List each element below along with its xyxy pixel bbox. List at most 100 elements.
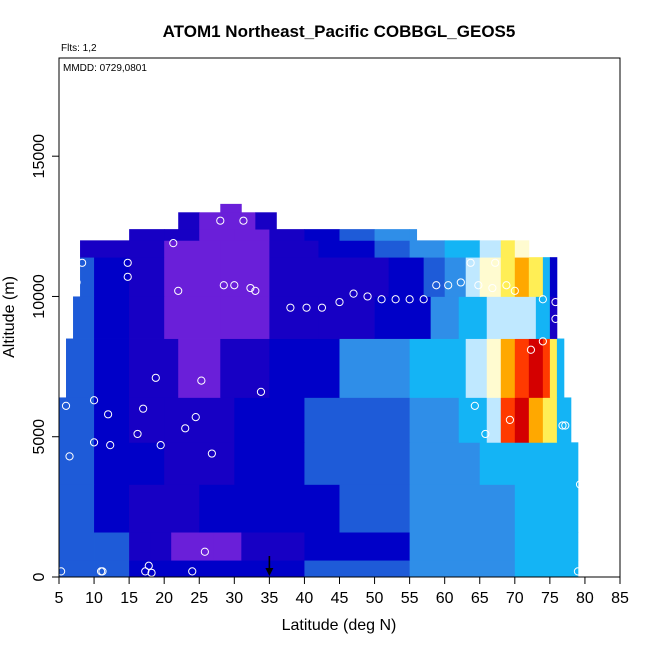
heatmap-cell bbox=[59, 484, 95, 533]
heatmap-cell bbox=[304, 229, 340, 241]
heatmap-cell bbox=[465, 338, 488, 398]
flight-point bbox=[551, 297, 560, 307]
flight-point bbox=[123, 258, 132, 267]
y-axis-label: Altitude (m) bbox=[1, 276, 18, 358]
x-tick-label: 10 bbox=[85, 590, 103, 607]
x-tick-label: 80 bbox=[576, 590, 594, 607]
heatmap-cell bbox=[339, 484, 411, 533]
flight-point bbox=[169, 239, 178, 248]
heatmap-cell bbox=[486, 397, 502, 443]
heatmap-cell bbox=[234, 229, 270, 241]
flight-point bbox=[317, 303, 327, 312]
flight-point bbox=[139, 404, 148, 413]
flight-point bbox=[286, 303, 295, 312]
flight-point bbox=[106, 441, 115, 450]
flight-point bbox=[200, 547, 209, 556]
flight-point bbox=[61, 401, 71, 410]
heatmap-cell bbox=[241, 532, 305, 561]
flight-point bbox=[251, 286, 260, 295]
heatmap-cell bbox=[150, 532, 172, 561]
heatmap-cell bbox=[528, 397, 544, 443]
heatmap-cell bbox=[409, 240, 446, 258]
flight-point bbox=[197, 376, 206, 385]
heatmap-cells bbox=[59, 203, 579, 578]
heatmap-cell bbox=[94, 338, 130, 398]
heatmap-cell bbox=[220, 296, 270, 339]
heatmap-cell bbox=[528, 257, 544, 297]
x-tick-label: 70 bbox=[506, 590, 524, 607]
heatmap-cell bbox=[388, 257, 425, 297]
flight-point bbox=[151, 373, 160, 382]
x-tick-label: 15 bbox=[120, 590, 138, 607]
heatmap-cell bbox=[94, 484, 130, 533]
heatmap-cell bbox=[178, 338, 221, 398]
heatmap-cell bbox=[374, 296, 432, 339]
heatmap-cell bbox=[444, 240, 481, 258]
heatmap-cell bbox=[73, 296, 95, 339]
x-tick-label: 30 bbox=[225, 590, 243, 607]
flight-point bbox=[573, 567, 583, 576]
flight-point bbox=[363, 292, 372, 301]
heatmap-cell bbox=[318, 296, 375, 339]
x-tick-label: 20 bbox=[155, 590, 173, 607]
heatmap-cell bbox=[556, 397, 572, 443]
heatmap-cell bbox=[129, 484, 200, 533]
flight-point bbox=[230, 281, 239, 290]
heatmap-cell bbox=[164, 442, 235, 485]
heatmap-cell bbox=[479, 240, 502, 258]
heatmap-cell bbox=[549, 296, 558, 339]
flight-point bbox=[432, 281, 441, 290]
heatmap-cell bbox=[94, 560, 130, 578]
flight-point bbox=[444, 281, 453, 290]
flight-point bbox=[133, 429, 142, 439]
x-tick-label: 60 bbox=[436, 590, 454, 607]
heatmap-cell bbox=[59, 560, 95, 578]
heatmap-cell bbox=[542, 397, 558, 443]
flight-point bbox=[78, 258, 87, 267]
heatmap-cell bbox=[409, 229, 418, 241]
heatmap-cell bbox=[479, 442, 579, 485]
heatmap-cell bbox=[486, 296, 516, 339]
x-tick-label: 35 bbox=[260, 590, 278, 607]
heatmap-cell bbox=[318, 240, 375, 258]
heatmap-cell bbox=[409, 397, 460, 443]
heatmap-cell bbox=[535, 296, 551, 339]
flight-point bbox=[491, 258, 500, 267]
heatmap-cell bbox=[220, 240, 270, 258]
heatmap-cell bbox=[304, 397, 411, 443]
heatmap-cell bbox=[269, 229, 305, 241]
heatmap-cell bbox=[514, 240, 530, 258]
flight-point bbox=[502, 281, 511, 290]
flight-point bbox=[89, 396, 99, 405]
heatmap-cell bbox=[94, 296, 130, 339]
heatmap-cell bbox=[129, 560, 179, 578]
heatmap-cell bbox=[234, 442, 305, 485]
heatmap-cell bbox=[486, 338, 502, 398]
flight-point bbox=[377, 295, 386, 304]
heatmap-cell bbox=[444, 257, 467, 297]
heatmap-cell bbox=[164, 240, 221, 258]
heatmap-cell bbox=[514, 296, 537, 339]
heatmap-cell bbox=[556, 338, 565, 398]
heatmap-cell bbox=[129, 296, 165, 339]
heatmap-cell bbox=[269, 296, 319, 339]
heatmap-cell bbox=[549, 338, 558, 398]
x-tick-label: 65 bbox=[471, 590, 489, 607]
flight-point bbox=[405, 295, 414, 304]
flight-point bbox=[174, 286, 183, 295]
heatmap-cell bbox=[339, 229, 375, 241]
heatmap-cell bbox=[164, 229, 200, 241]
heatmap-cell bbox=[227, 212, 256, 230]
flight-point bbox=[391, 295, 400, 304]
flight-point bbox=[470, 401, 479, 410]
flight-point bbox=[191, 412, 200, 422]
chart-title: ATOM1 Northeast_Pacific COBBGL_GEOS5 bbox=[163, 22, 516, 41]
heatmap-cell bbox=[59, 397, 95, 443]
heatmap-cell bbox=[129, 532, 151, 561]
flight-point bbox=[579, 480, 588, 489]
flight-point bbox=[98, 567, 107, 576]
x-axis: 5 10 15 20 25 30 35 40 45 50 55 60 65 70 75 80 85 bbox=[55, 576, 629, 607]
heatmap-cell bbox=[458, 296, 488, 339]
flight-point bbox=[538, 337, 547, 346]
heatmap-cell bbox=[374, 240, 411, 258]
